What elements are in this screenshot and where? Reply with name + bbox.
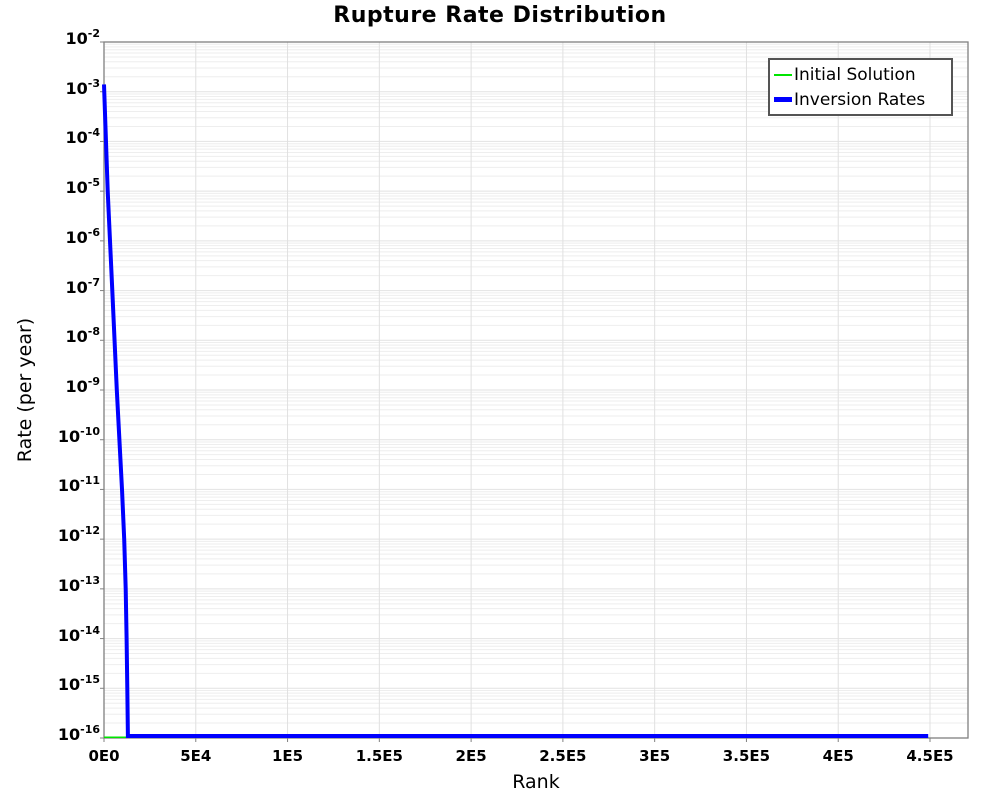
- y-tick-label: 10-9: [65, 375, 101, 396]
- legend-label: Inversion Rates: [794, 89, 926, 110]
- legend-item-inversion-rates: Inversion Rates: [774, 87, 947, 112]
- initial-solution-swatch: [774, 73, 792, 76]
- legend-label: Initial Solution: [794, 64, 916, 85]
- inversion-rates-swatch: [774, 97, 792, 102]
- x-axis-label: Rank: [512, 771, 560, 793]
- y-tick-label: 10-11: [57, 474, 100, 496]
- y-tick-label: 10-6: [65, 225, 101, 247]
- x-tick-label: 4.5E5: [906, 747, 954, 765]
- legend-item-initial-solution: Initial Solution: [774, 62, 947, 87]
- y-tick-label: 10-16: [57, 723, 100, 744]
- x-tick-label: 3.5E5: [722, 747, 771, 765]
- y-tick-label: 10-8: [65, 325, 101, 347]
- x-tick-label: 0E0: [88, 747, 120, 765]
- x-tick-label: 4E5: [822, 747, 854, 765]
- legend: Initial Solution Inversion Rates: [768, 58, 953, 116]
- x-tick-label: 1.5E5: [355, 747, 403, 765]
- y-tick-label: 10-7: [65, 275, 101, 297]
- x-tick-label: 3E5: [639, 747, 671, 765]
- y-tick-label: 10-2: [65, 27, 101, 48]
- x-tick-label: 2.5E5: [539, 747, 587, 765]
- y-tick-label: 10-5: [65, 176, 101, 198]
- x-tick-label: 1E5: [271, 747, 304, 765]
- y-tick-label: 10-3: [65, 76, 101, 98]
- y-tick-label: 10-10: [57, 424, 100, 446]
- y-tick-label: 10-15: [57, 673, 100, 695]
- y-tick-label: 10-12: [57, 524, 100, 546]
- x-tick-label: 5E4: [180, 747, 212, 765]
- inversion-rates-line: [102, 84, 929, 738]
- y-tick-label: 10-14: [57, 623, 100, 645]
- y-tick-label: 10-4: [65, 126, 101, 148]
- chart-title: Rupture Rate Distribution: [333, 3, 667, 28]
- x-tick-label: 2E5: [455, 747, 487, 765]
- y-tick-label: 10-13: [57, 573, 100, 595]
